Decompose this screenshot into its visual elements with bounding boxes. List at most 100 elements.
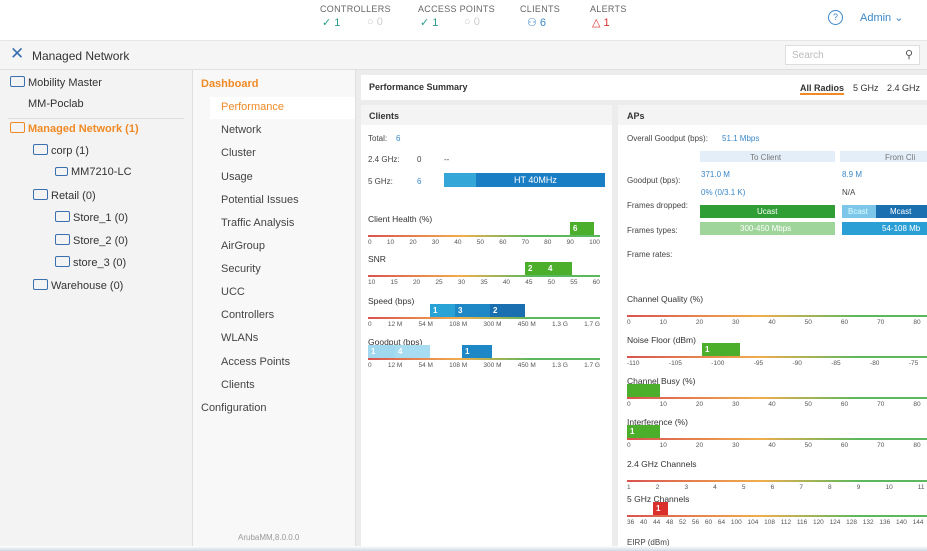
context-title: Managed Network — [32, 49, 130, 63]
stat-ok[interactable]: ✓ 1 — [420, 17, 439, 29]
col-head — [840, 151, 927, 162]
tree-item[interactable]: MM-Poclab — [28, 98, 84, 110]
folder-icon — [55, 211, 70, 222]
tree-item[interactable]: Retail (0) — [33, 189, 96, 202]
tick-label: 40 — [768, 319, 776, 326]
menu-configuration[interactable]: Configuration — [201, 402, 267, 414]
tree-item[interactable]: Store_1 (0) — [55, 211, 128, 224]
rate-bar: 300-450 Mbps — [700, 222, 835, 235]
menu-item[interactable]: Network — [221, 124, 262, 136]
tick-row: 0 10 20 30 40 50 60 70 80 90 100 — [368, 239, 600, 246]
segment[interactable]: 2 — [490, 304, 525, 317]
tick-label: 10 — [885, 484, 893, 491]
segment[interactable]: 6 — [570, 222, 594, 235]
menu-section[interactable]: Dashboard — [201, 78, 259, 90]
menu-item[interactable]: Clients — [221, 379, 255, 391]
row-value: 6 — [417, 177, 422, 186]
tick-label: 1.7 G — [584, 321, 600, 328]
rate-bar: 54-108 Mb — [842, 222, 927, 235]
segment[interactable]: 2 — [525, 262, 545, 275]
tick-label: 20 — [695, 442, 704, 449]
rate-label: 54-108 Mb — [882, 224, 921, 233]
mini-chart: SNR 2 4 10 15 20 25 30 35 40 45 50 55 60 — [368, 254, 600, 288]
menu-item[interactable]: Cluster — [221, 147, 256, 159]
tick-label: 144 — [912, 519, 924, 526]
tick-label: 60 — [840, 401, 849, 408]
tree-item[interactable]: MM7210-LC — [55, 166, 132, 178]
menu-item[interactable]: WLANs — [221, 332, 259, 344]
help-icon[interactable]: ? — [828, 10, 843, 25]
row-value: 371.0 M — [701, 170, 730, 179]
tick-label: 1.7 G — [584, 362, 600, 369]
tree-item[interactable]: store_3 (0) — [55, 256, 126, 269]
segment[interactable]: 1 — [462, 345, 492, 358]
tab[interactable]: 2.4 GHz — [887, 83, 921, 93]
tick-label: 70 — [877, 319, 885, 326]
menu-item[interactable]: Potential Issues — [221, 194, 299, 206]
tick-label: 300 M — [483, 362, 502, 369]
segment[interactable]: 1 — [627, 425, 660, 438]
tick-label: 116 — [796, 519, 808, 526]
tick-label: 0 — [368, 362, 372, 369]
tick-label: 56 — [691, 519, 700, 526]
stat-off[interactable]: ○ 0 — [464, 16, 480, 28]
segment[interactable]: 1 — [653, 502, 668, 515]
track — [627, 438, 927, 440]
summary-title: Performance Summary — [369, 82, 468, 92]
stat-off[interactable]: ○ 0 — [367, 16, 383, 28]
row-bar-bg: HT 40MHz — [444, 173, 605, 187]
menu-item[interactable]: Usage — [221, 171, 253, 183]
menu-item[interactable]: Traffic Analysis — [221, 217, 295, 229]
stat-value: 0 — [376, 16, 383, 28]
segment[interactable]: 1 — [368, 345, 395, 358]
segment[interactable]: 1 — [430, 304, 455, 317]
menu-item[interactable]: Access Points — [221, 356, 291, 368]
search-icon: ⚲ — [904, 49, 913, 61]
tick-label: 108 M — [449, 321, 468, 328]
stat-label: ALERTS — [590, 4, 627, 14]
row-label: Frame rates: — [627, 250, 673, 259]
tick-label: 45 — [525, 279, 533, 286]
tab[interactable]: 5 GHz — [853, 83, 879, 93]
segment[interactable]: 4 — [395, 345, 430, 358]
tick-label: 44 — [652, 519, 661, 526]
tick-label: 136 — [879, 519, 891, 526]
user-menu[interactable]: Admin ⌄ — [860, 12, 904, 24]
segment[interactable] — [627, 384, 660, 397]
tick-label: 108 — [764, 519, 775, 526]
stat-clients[interactable]: ⚇ 6 — [527, 17, 547, 29]
menu-item[interactable]: Controllers — [221, 309, 275, 321]
mini-chart: Speed (bps) 1 3 2 0 12 M 54 M 108 M 300 M 450 M 1.… — [368, 296, 600, 330]
tick-row: 36 40 44 48 52 56 60 64 100 104 108 112 116 120 124 128… — [627, 519, 927, 526]
tab[interactable]: All Radios — [800, 83, 845, 95]
tree-item[interactable]: Managed Network (1) — [10, 122, 139, 135]
device-icon — [55, 167, 68, 176]
tick-label: 1.3 G — [551, 321, 568, 328]
stat-alerts[interactable]: △ 1 — [592, 17, 610, 29]
segment[interactable]: 3 — [455, 304, 490, 317]
close-icon[interactable]: ✕ — [10, 44, 25, 63]
menu-item[interactable]: AirGroup — [221, 240, 266, 252]
tick-label: 40 — [768, 442, 776, 449]
tick-label: 5 — [741, 484, 746, 491]
menu-item[interactable]: UCC — [221, 286, 245, 298]
stat-label: CONTROLLERS — [320, 4, 391, 14]
search-box[interactable]: Search ⚲ — [785, 45, 920, 65]
tree-item[interactable]: corp (1) — [33, 144, 89, 157]
tree-label: Retail (0) — [51, 190, 96, 202]
top-bar — [0, 0, 927, 41]
tree-item[interactable]: Warehouse (0) — [33, 279, 123, 292]
menu-item[interactable]: Performance — [221, 101, 284, 113]
tick-label: -75 — [908, 360, 919, 367]
tick-label: 20 — [412, 279, 421, 286]
tree-item[interactable]: Mobility Master — [10, 76, 102, 89]
tick-label: 10 — [386, 239, 395, 246]
menu-item[interactable]: Security — [221, 263, 261, 275]
segment[interactable]: 4 — [545, 262, 572, 275]
tree-item[interactable]: Store_2 (0) — [55, 234, 128, 247]
segment[interactable]: 1 — [702, 343, 740, 356]
stat-ok[interactable]: ✓ 1 — [322, 17, 341, 29]
tick-row: 10 15 20 25 30 35 40 45 50 55 60 — [368, 279, 600, 286]
chart-title: Channel Busy (%) — [627, 376, 696, 386]
